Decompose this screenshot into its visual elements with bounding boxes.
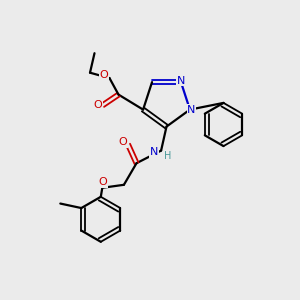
Text: O: O (118, 137, 127, 147)
Text: H: H (164, 151, 171, 161)
Text: O: O (98, 177, 107, 188)
Text: N: N (177, 76, 185, 85)
Text: N: N (187, 105, 196, 115)
Text: O: O (100, 70, 109, 80)
Text: N: N (150, 147, 158, 157)
Text: O: O (93, 100, 102, 110)
